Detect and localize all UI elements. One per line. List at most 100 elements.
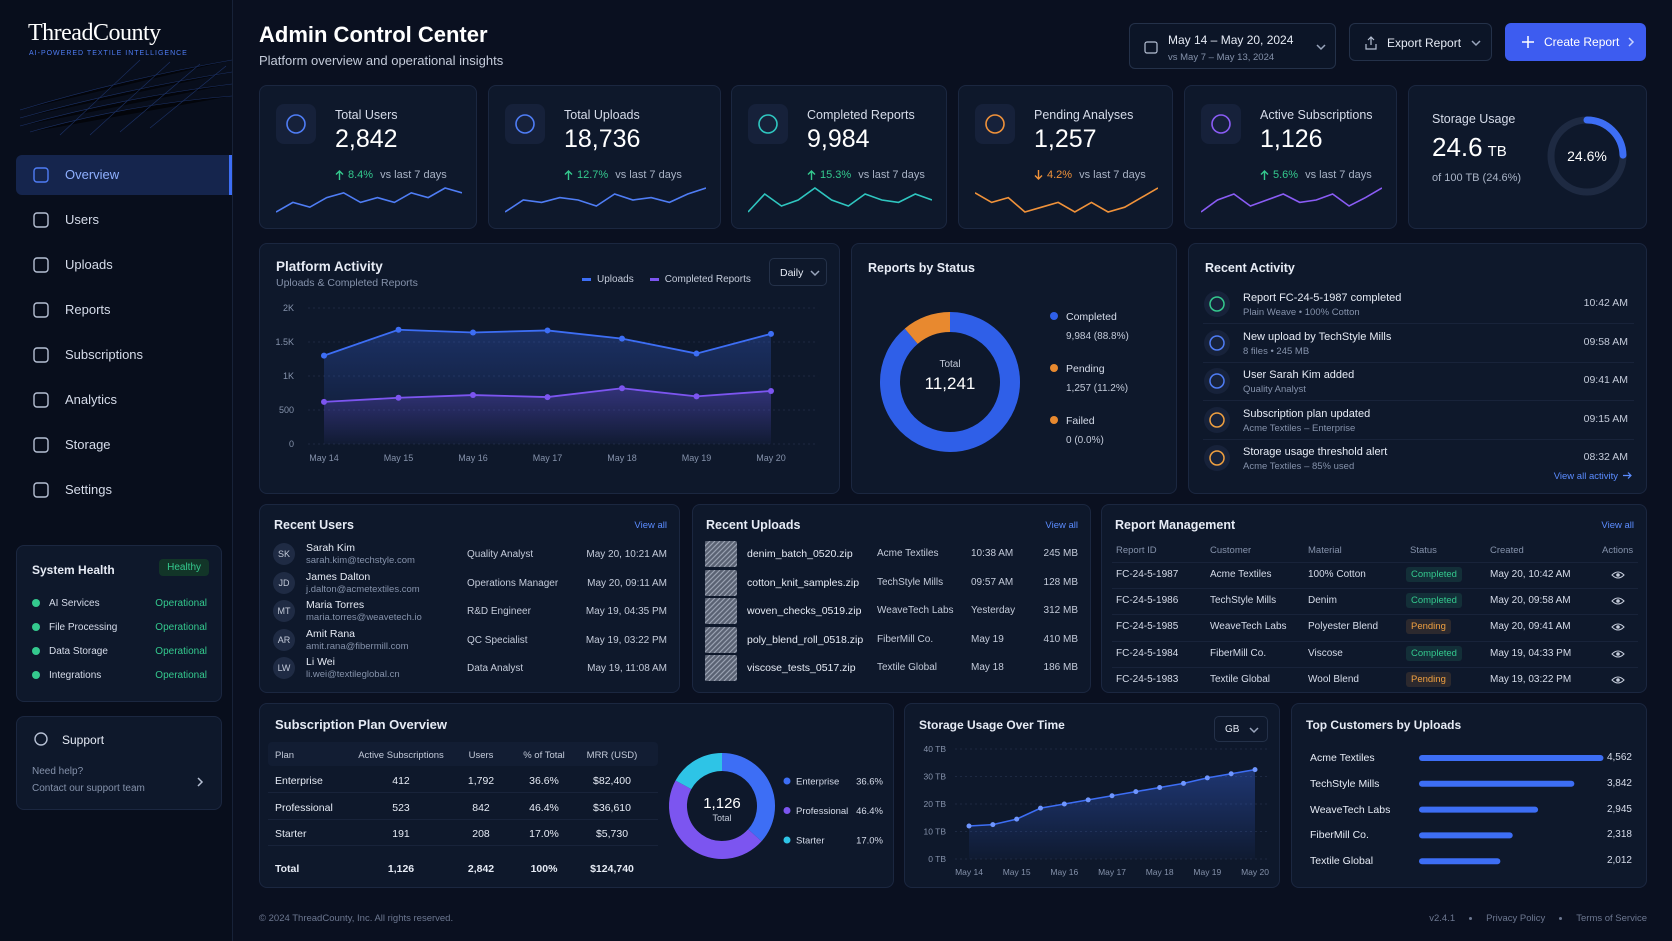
- bar: [1419, 755, 1604, 761]
- activity-icon: [1204, 329, 1230, 356]
- footer-link[interactable]: Terms of Service: [1576, 913, 1647, 924]
- table-cell: $5,730: [595, 828, 629, 840]
- legend: Uploads Completed Reports: [582, 274, 751, 285]
- nav-item[interactable]: Settings: [16, 470, 232, 510]
- export-button[interactable]: Export Report: [1349, 23, 1492, 61]
- view-action[interactable]: [1611, 649, 1625, 659]
- bar: [1419, 780, 1575, 787]
- support-card[interactable]: Support Need help? Contact our support tea…: [16, 716, 222, 810]
- thumb-weave: [718, 605, 737, 624]
- arrow-path: [1623, 472, 1632, 479]
- cell-created: May 19, 04:33 PM: [1490, 647, 1572, 659]
- legend-label: Completed Reports: [664, 274, 751, 285]
- kpi-note: vs last 7 days: [858, 169, 925, 181]
- view-action[interactable]: [1611, 570, 1625, 580]
- x-tick-label: May 20: [756, 453, 786, 463]
- activity-sub: Acme Textiles – 85% used: [1243, 461, 1355, 472]
- thumb-weave: [708, 598, 736, 624]
- nav-icon-shape: [33, 347, 49, 363]
- period-select[interactable]: Daily: [769, 258, 827, 286]
- kpi-change-row: 8.4% vs last 7 days: [335, 169, 447, 181]
- cell-customer: Acme Textiles: [1210, 569, 1272, 580]
- file-time: May 19: [971, 633, 1004, 645]
- platform-activity-card: Platform Activity Uploads & Completed Rep…: [259, 243, 840, 494]
- nav-label: Users: [65, 212, 99, 227]
- brand-tagline: AI-POWERED TEXTILE INTELLIGENCE: [29, 50, 188, 57]
- x-tick-label: May 15: [1003, 867, 1031, 877]
- trend-arrow: [1260, 170, 1269, 180]
- top-customers-card: Top Customers by Uploads Acme Textiles 4,5…: [1291, 703, 1647, 888]
- view-action[interactable]: [1611, 596, 1625, 606]
- nav-item[interactable]: Analytics: [16, 380, 232, 420]
- date-range-picker[interactable]: May 14 – May 20, 2024 vs May 7 – May 13, …: [1129, 23, 1336, 69]
- activity-sub: Quality Analyst: [1243, 384, 1306, 395]
- unit-select[interactable]: GB: [1214, 716, 1268, 742]
- status-badge: Pending: [1406, 619, 1451, 635]
- thumb-weave: [713, 543, 737, 567]
- thumb-weave: [705, 626, 731, 653]
- view-all-link[interactable]: View all: [1601, 520, 1634, 531]
- cell-created: May 19, 03:22 PM: [1490, 673, 1572, 685]
- bar-value: 2,318: [1606, 829, 1632, 841]
- view-action[interactable]: [1611, 622, 1625, 632]
- avatar-initials: MT: [277, 606, 291, 616]
- create-report-button[interactable]: Create Report: [1505, 23, 1646, 61]
- user-email: j.dalton@acmetextiles.com: [306, 583, 420, 595]
- kpi-card: Completed Reports 9,984 15.3% vs last 7 day…: [731, 85, 947, 229]
- kpi-icon-box: [1201, 104, 1241, 144]
- sparkline: [505, 187, 706, 213]
- thumb-weave: [705, 569, 711, 576]
- nav-item[interactable]: Reports: [16, 290, 232, 330]
- footer-link[interactable]: Privacy Policy: [1486, 913, 1546, 924]
- sparkline: [276, 187, 462, 213]
- y-tick-label: 1K: [283, 371, 294, 381]
- thumb-weave: [718, 662, 737, 681]
- legend-swatch: [649, 278, 659, 281]
- chevron-path: [1628, 37, 1635, 47]
- thumb-weave: [708, 569, 736, 596]
- legend-label: Starter: [796, 836, 825, 847]
- thumb-weave: [708, 655, 736, 681]
- thumb-weave: [705, 541, 731, 567]
- nav-item[interactable]: Subscriptions: [16, 335, 232, 375]
- thumb-weave: [723, 667, 737, 681]
- view-all-link[interactable]: View all: [1045, 520, 1078, 531]
- user-name: James Dalton: [306, 570, 371, 583]
- avatar-initials: JD: [278, 577, 290, 588]
- column-header: Plan: [275, 750, 295, 761]
- user-email: li.wei@textileglobal.cn: [306, 669, 400, 680]
- kpi-icon: [286, 114, 306, 134]
- column-header: MRR (USD): [586, 750, 638, 761]
- kpi-icon-shape: [286, 114, 306, 134]
- nav-item[interactable]: Overview: [16, 155, 232, 195]
- thumb-weave: [713, 600, 737, 624]
- view-action[interactable]: [1611, 675, 1625, 685]
- legend-value: 36.6%: [856, 777, 883, 788]
- bar-value: 4,562: [1606, 752, 1632, 763]
- thumb-weave: [713, 571, 737, 596]
- kpi-change: 12.7%: [577, 169, 609, 181]
- nav-label: Uploads: [65, 257, 113, 272]
- file-size: 128 MB: [1043, 576, 1078, 588]
- kpi-value: 2,842: [335, 125, 398, 153]
- nav-item[interactable]: Storage: [16, 425, 232, 465]
- nav-icon-shape: [33, 482, 49, 498]
- x-tick-label: May 19: [682, 453, 712, 463]
- activity-icon-bg: [1204, 291, 1230, 317]
- nav-item[interactable]: Users: [16, 200, 232, 240]
- nav-item[interactable]: Uploads: [16, 245, 232, 285]
- cell-material: Viscose: [1308, 647, 1343, 659]
- donut-center-value: 1,126: [703, 795, 741, 812]
- separator-dot: [1469, 917, 1473, 920]
- view-all-link[interactable]: View all: [634, 520, 667, 531]
- customer-name: WeaveTech Labs: [1310, 803, 1391, 816]
- kpi-change-row: 15.3% vs last 7 days: [807, 169, 925, 181]
- copyright: © 2024 ThreadCounty, Inc. All rights res…: [259, 913, 454, 924]
- donut-center-value: 11,241: [925, 374, 976, 393]
- activity-title: Subscription plan updated: [1243, 407, 1371, 420]
- column-header: Customer: [1210, 545, 1252, 556]
- bar-value: 2,012: [1606, 855, 1632, 867]
- plus-shape: [1522, 36, 1534, 48]
- view-all-activity-link[interactable]: View all activity: [1554, 471, 1632, 482]
